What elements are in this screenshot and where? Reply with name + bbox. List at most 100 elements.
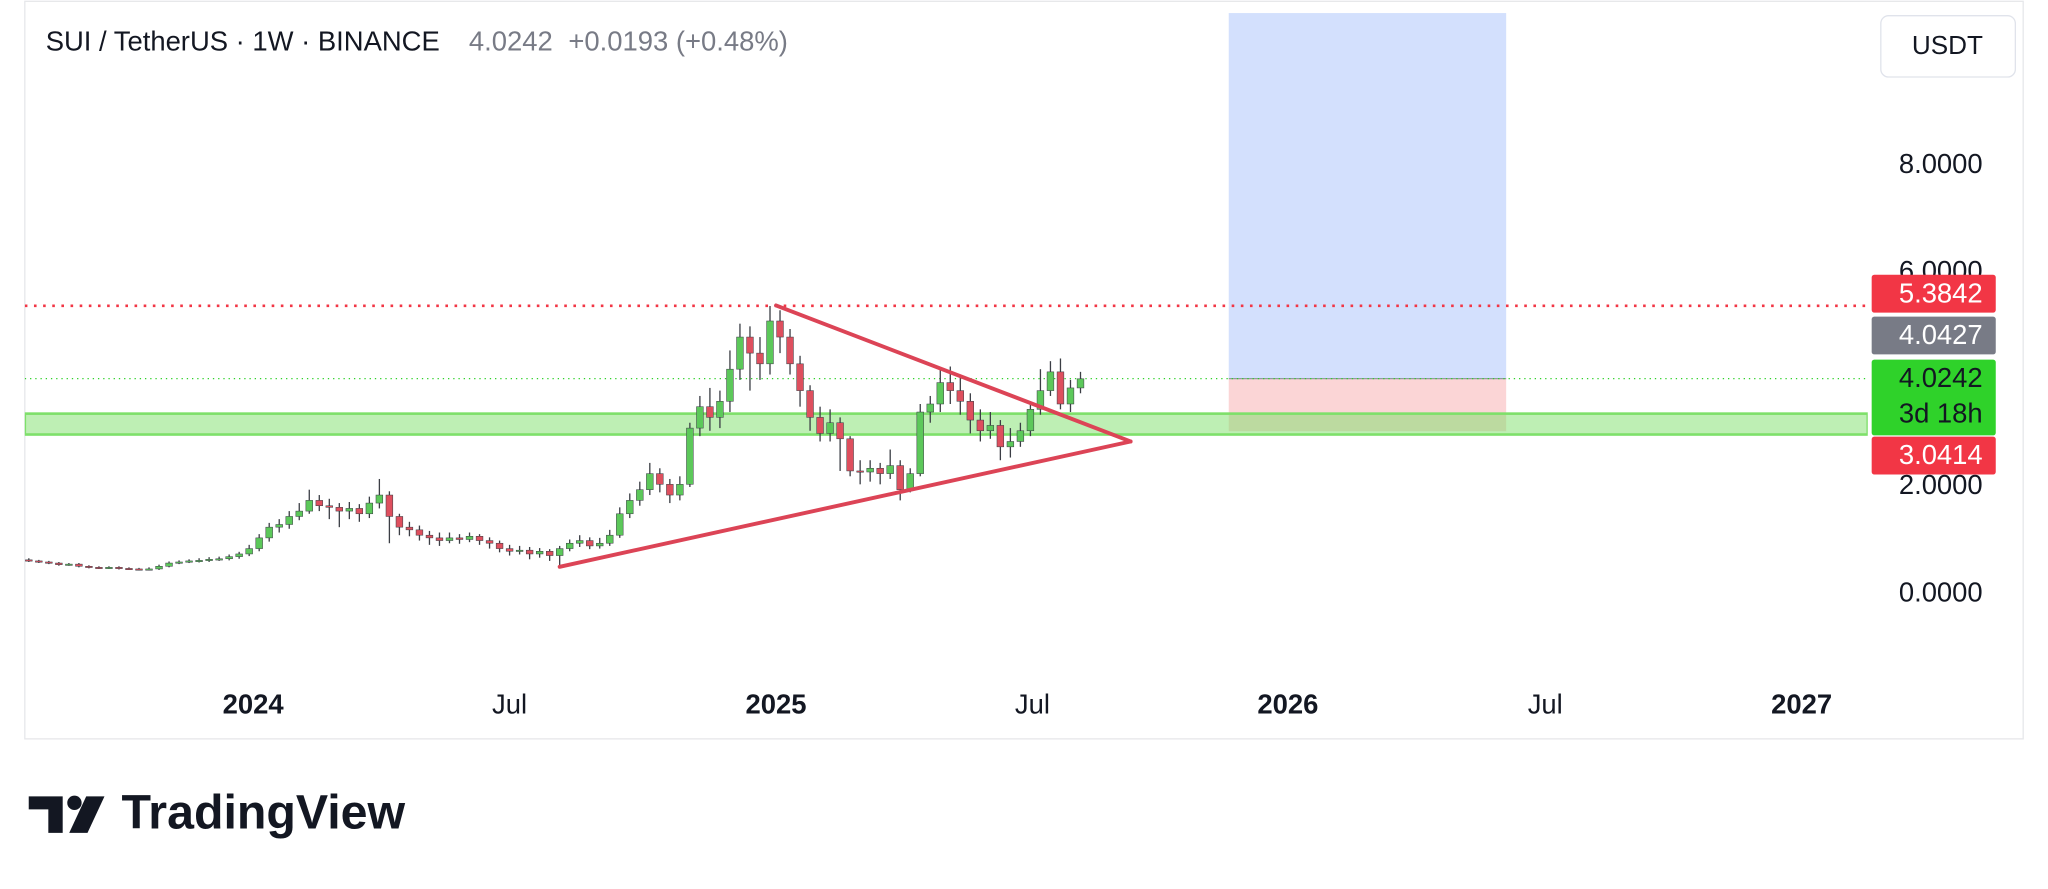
x-tick-label: 2027 <box>1771 688 1832 719</box>
candle-body <box>756 352 764 365</box>
currency-label[interactable]: USDT <box>1912 30 1983 60</box>
candle-body <box>1066 387 1075 405</box>
candle-body <box>816 417 824 434</box>
candle-body <box>495 542 504 549</box>
candle-body <box>435 537 444 541</box>
price-label: 4.0242 <box>1899 362 1983 393</box>
candle-body <box>1046 371 1055 391</box>
candle-body <box>826 422 834 434</box>
candle-body <box>55 562 63 565</box>
x-tick-label: Jul <box>1015 688 1050 719</box>
candle-body <box>806 390 814 418</box>
candle-body <box>1036 390 1045 410</box>
y-tick-label: 0.0000 <box>1899 576 1983 607</box>
candle-body <box>666 484 674 496</box>
price-label: 4.0427 <box>1899 319 1983 350</box>
candle-body <box>696 406 704 429</box>
candle-body <box>1076 378 1085 389</box>
candle-body <box>656 473 664 485</box>
candle-body <box>946 382 954 391</box>
candle-body <box>916 411 924 474</box>
candle-body <box>385 494 394 517</box>
price-label: 3.0414 <box>1899 439 1983 470</box>
candle-body <box>926 403 934 413</box>
candle-body <box>786 336 794 365</box>
candle-body <box>135 568 143 571</box>
candle-body <box>215 558 223 561</box>
candle-body <box>265 526 273 539</box>
candle-body <box>125 568 133 570</box>
candle-body <box>766 320 774 365</box>
candle-body <box>996 425 1005 448</box>
x-tick-label: Jul <box>1528 688 1563 719</box>
candle-body <box>906 473 914 490</box>
candle-body <box>986 425 995 432</box>
candle-body <box>275 524 283 528</box>
price-label-box <box>1871 359 1996 436</box>
candle-body <box>606 534 614 544</box>
candle-body <box>365 502 374 515</box>
candle-body <box>626 500 634 515</box>
candle-body <box>255 537 263 549</box>
candle-body <box>195 560 203 562</box>
candle-body <box>225 556 233 560</box>
candle-body <box>115 567 123 569</box>
candle-body <box>405 526 414 531</box>
candle-body <box>886 465 894 474</box>
candle-body <box>415 529 424 536</box>
candle-body <box>746 336 754 354</box>
price-label-box <box>1871 316 1996 355</box>
countdown-label: 3d 18h <box>1899 397 1983 428</box>
candle-body <box>285 516 293 525</box>
candle-body <box>1006 441 1015 448</box>
currency-button[interactable] <box>1880 15 2016 78</box>
candle-body <box>185 560 193 563</box>
trendline <box>774 303 1133 444</box>
candle-body <box>395 516 404 528</box>
candle-body <box>485 540 494 544</box>
candle-body <box>796 363 804 391</box>
x-tick-label: 2024 <box>223 688 285 719</box>
plot-area <box>24 13 1868 571</box>
price-label-box <box>1871 274 1996 313</box>
candle-body <box>976 419 984 432</box>
candle-body <box>846 438 854 472</box>
candle-body <box>1056 371 1065 405</box>
candle-body <box>966 401 974 421</box>
candle-body <box>315 500 323 507</box>
candle-body <box>586 540 594 547</box>
candle-body <box>636 489 644 501</box>
candle-body <box>245 548 253 555</box>
candle-body <box>545 551 554 556</box>
candle-body <box>576 540 584 544</box>
candle-body <box>956 390 964 402</box>
candle-body <box>556 548 564 556</box>
candle-body <box>75 563 83 567</box>
candle-body <box>235 553 243 557</box>
candle-body <box>35 560 43 563</box>
trendline <box>557 439 1133 569</box>
candle-body <box>465 536 474 540</box>
candle-body <box>726 368 734 402</box>
candle-body <box>145 568 153 571</box>
price-label: 5.3842 <box>1899 277 1983 308</box>
candle-body <box>1026 409 1035 432</box>
x-tick-label: 2026 <box>1257 688 1318 719</box>
candle-body <box>716 401 724 418</box>
candle-body <box>505 548 514 552</box>
candle-body <box>295 510 303 517</box>
candle-body <box>515 549 524 552</box>
candle-body <box>345 508 353 512</box>
candle-body <box>165 562 173 567</box>
candle-body <box>646 473 654 490</box>
candle-body <box>866 467 874 473</box>
candle-body <box>305 500 313 512</box>
price-label-box <box>1871 436 1996 475</box>
candle-body <box>686 427 694 485</box>
y-tick-label: 8.0000 <box>1899 148 1983 179</box>
candle-body <box>425 534 434 539</box>
chart-frame <box>24 0 2024 740</box>
candle-body <box>175 561 183 564</box>
